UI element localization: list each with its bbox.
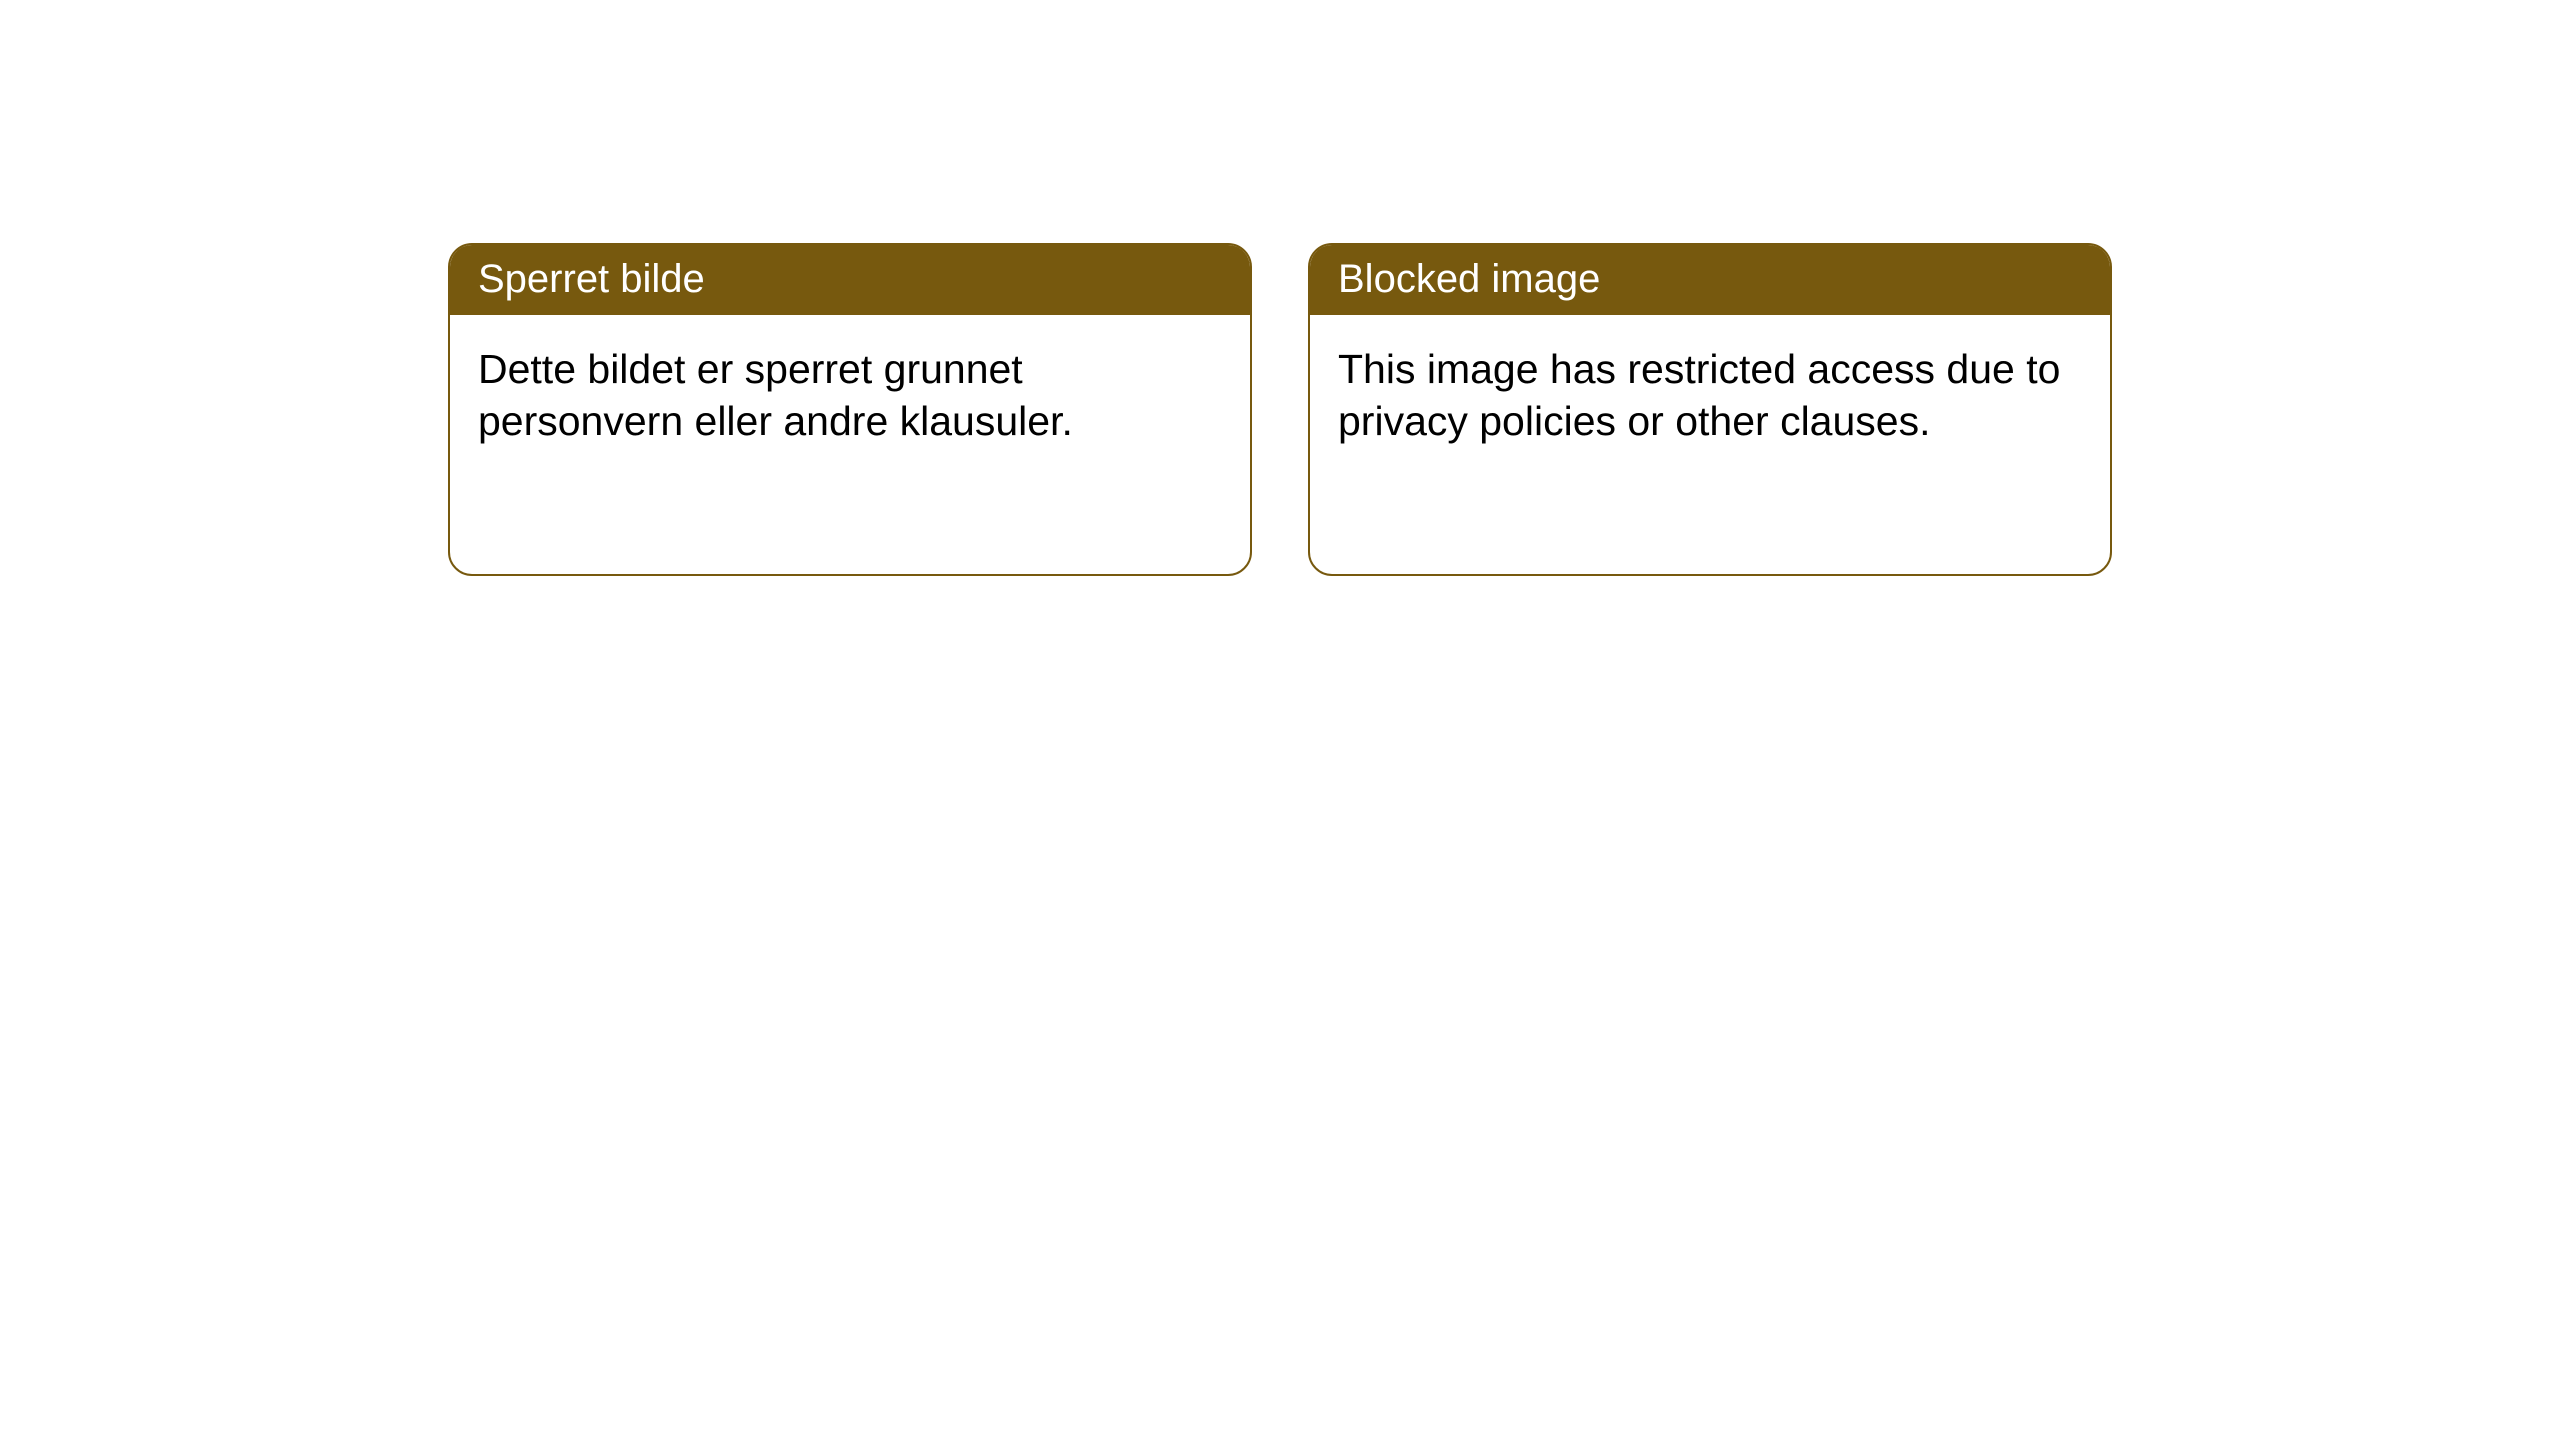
card-header-english: Blocked image: [1310, 245, 2110, 315]
card-header-norwegian: Sperret bilde: [450, 245, 1250, 315]
blocked-image-card-norwegian: Sperret bilde Dette bildet er sperret gr…: [448, 243, 1252, 576]
blocked-image-card-english: Blocked image This image has restricted …: [1308, 243, 2112, 576]
card-body-norwegian: Dette bildet er sperret grunnet personve…: [450, 315, 1250, 476]
card-body-english: This image has restricted access due to …: [1310, 315, 2110, 476]
card-container: Sperret bilde Dette bildet er sperret gr…: [0, 0, 2560, 576]
